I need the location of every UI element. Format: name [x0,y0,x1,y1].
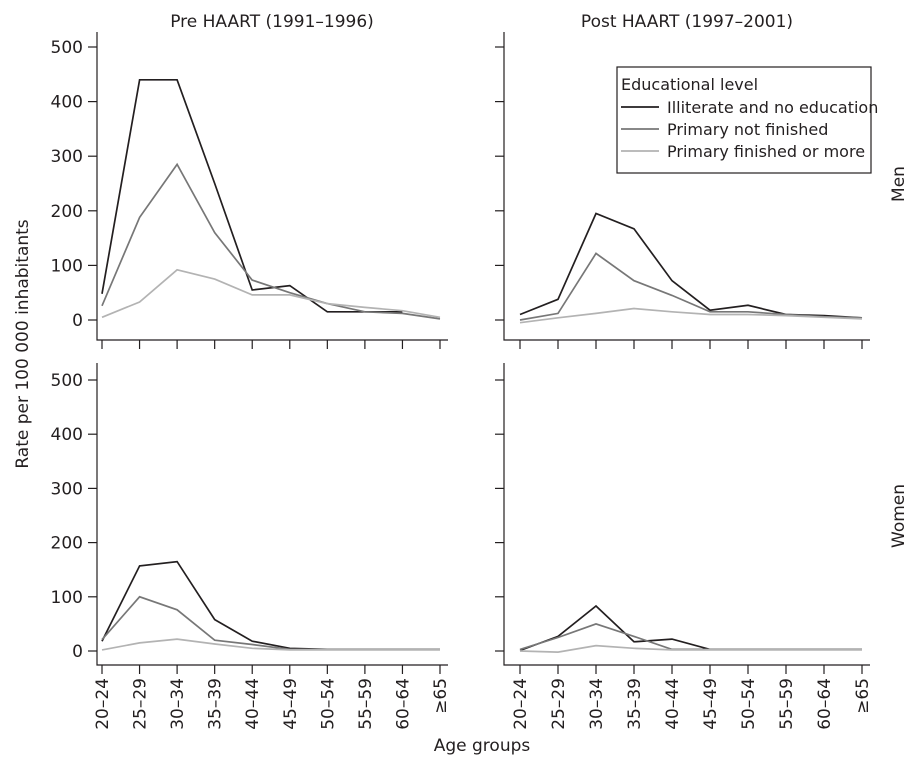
y-tick-label: 500 [51,371,83,391]
x-tick-label: 40–44 [663,678,683,730]
series-line-illiterate [101,78,403,313]
x-tick-label: 30–34 [168,678,188,730]
x-axis-label: Age groups [434,736,531,756]
x-tick-label: 55–59 [777,678,797,730]
legend-title: Educational level [621,75,758,94]
x-tick-label: 50–54 [739,678,759,730]
legend-entry: Primary finished or more [667,142,865,161]
x-tick-label: 25–29 [131,678,151,730]
x-tick-label: ≥65 [853,678,873,714]
x-tick-label: 55–59 [356,678,376,730]
panels-group: 0 100 200 300 400 500 0 100 200 300 400 500 20–24 25–… [51,32,873,730]
series-line-primary-finished [101,268,441,319]
panel-women-pre: 0 100 200 300 400 500 20–24 25–29 30–34 35–39 40–4… [51,363,451,730]
series-line-illiterate [519,604,862,652]
x-tick-label: 60–64 [393,678,413,730]
x-tick-label: ≥65 [431,678,451,714]
x-tick-label: 30–34 [587,678,607,730]
row-title-women: Women [889,484,909,548]
y-tick-label: 200 [51,534,83,554]
x-tick-label: 20–24 [511,678,531,730]
legend-box [616,66,872,174]
x-tick-label: 35–39 [206,678,226,730]
series-line-primary-finished [519,307,863,324]
row-title-men: Men [889,166,909,202]
series-line-primary-not-finished [519,252,863,321]
y-tick-label: 400 [51,93,83,113]
series-line-illiterate [101,560,440,651]
y-tick-label: 0 [72,642,83,662]
x-tick-label: 60–64 [815,678,835,730]
panel-women-post: 20–24 25–29 30–34 35–39 40–44 45–49 50–54 55–59… [495,363,873,730]
column-title-post-haart: Post HAART (1997–2001) [581,12,793,32]
x-tick-label: 25–29 [549,678,569,730]
x-tick-label: 20–24 [93,678,113,730]
y-tick-label: 100 [51,256,83,276]
series-line-primary-finished [101,638,440,651]
series-line-primary-finished [519,644,862,653]
y-tick-label: 500 [51,38,83,58]
x-tick-label: 45–49 [281,678,301,730]
legend-entry: Illiterate and no education [667,98,878,117]
y-tick-label: 200 [51,202,83,222]
series-line-illiterate [519,212,863,319]
y-tick-label: 100 [51,588,83,608]
x-tick-label: 35–39 [625,678,645,730]
y-tick-label: 300 [51,147,83,167]
y-tick-label: 400 [51,425,83,445]
panel-men-post [495,32,870,349]
y-tick-label: 300 [51,479,83,499]
x-tick-label: 40–44 [243,678,263,730]
series-line-primary-not-finished [519,623,862,651]
legend: Educational level Illiterate and no educa… [616,66,878,174]
legend-entry: Primary not finished [667,120,828,139]
x-tick-label: 45–49 [701,678,721,730]
panel-axes [96,363,448,666]
column-title-pre-haart: Pre HAART (1991–1996) [170,12,374,32]
y-tick-label: 0 [72,311,83,331]
panel-axes [96,32,448,341]
y-axis-label: Rate per 100 000 inhabitants [13,219,33,468]
panel-axes [503,363,870,666]
series-line-primary-not-finished [101,162,441,320]
panel-men-pre: 0 100 200 300 400 500 [51,32,448,349]
x-tick-label: 50–54 [318,678,338,730]
